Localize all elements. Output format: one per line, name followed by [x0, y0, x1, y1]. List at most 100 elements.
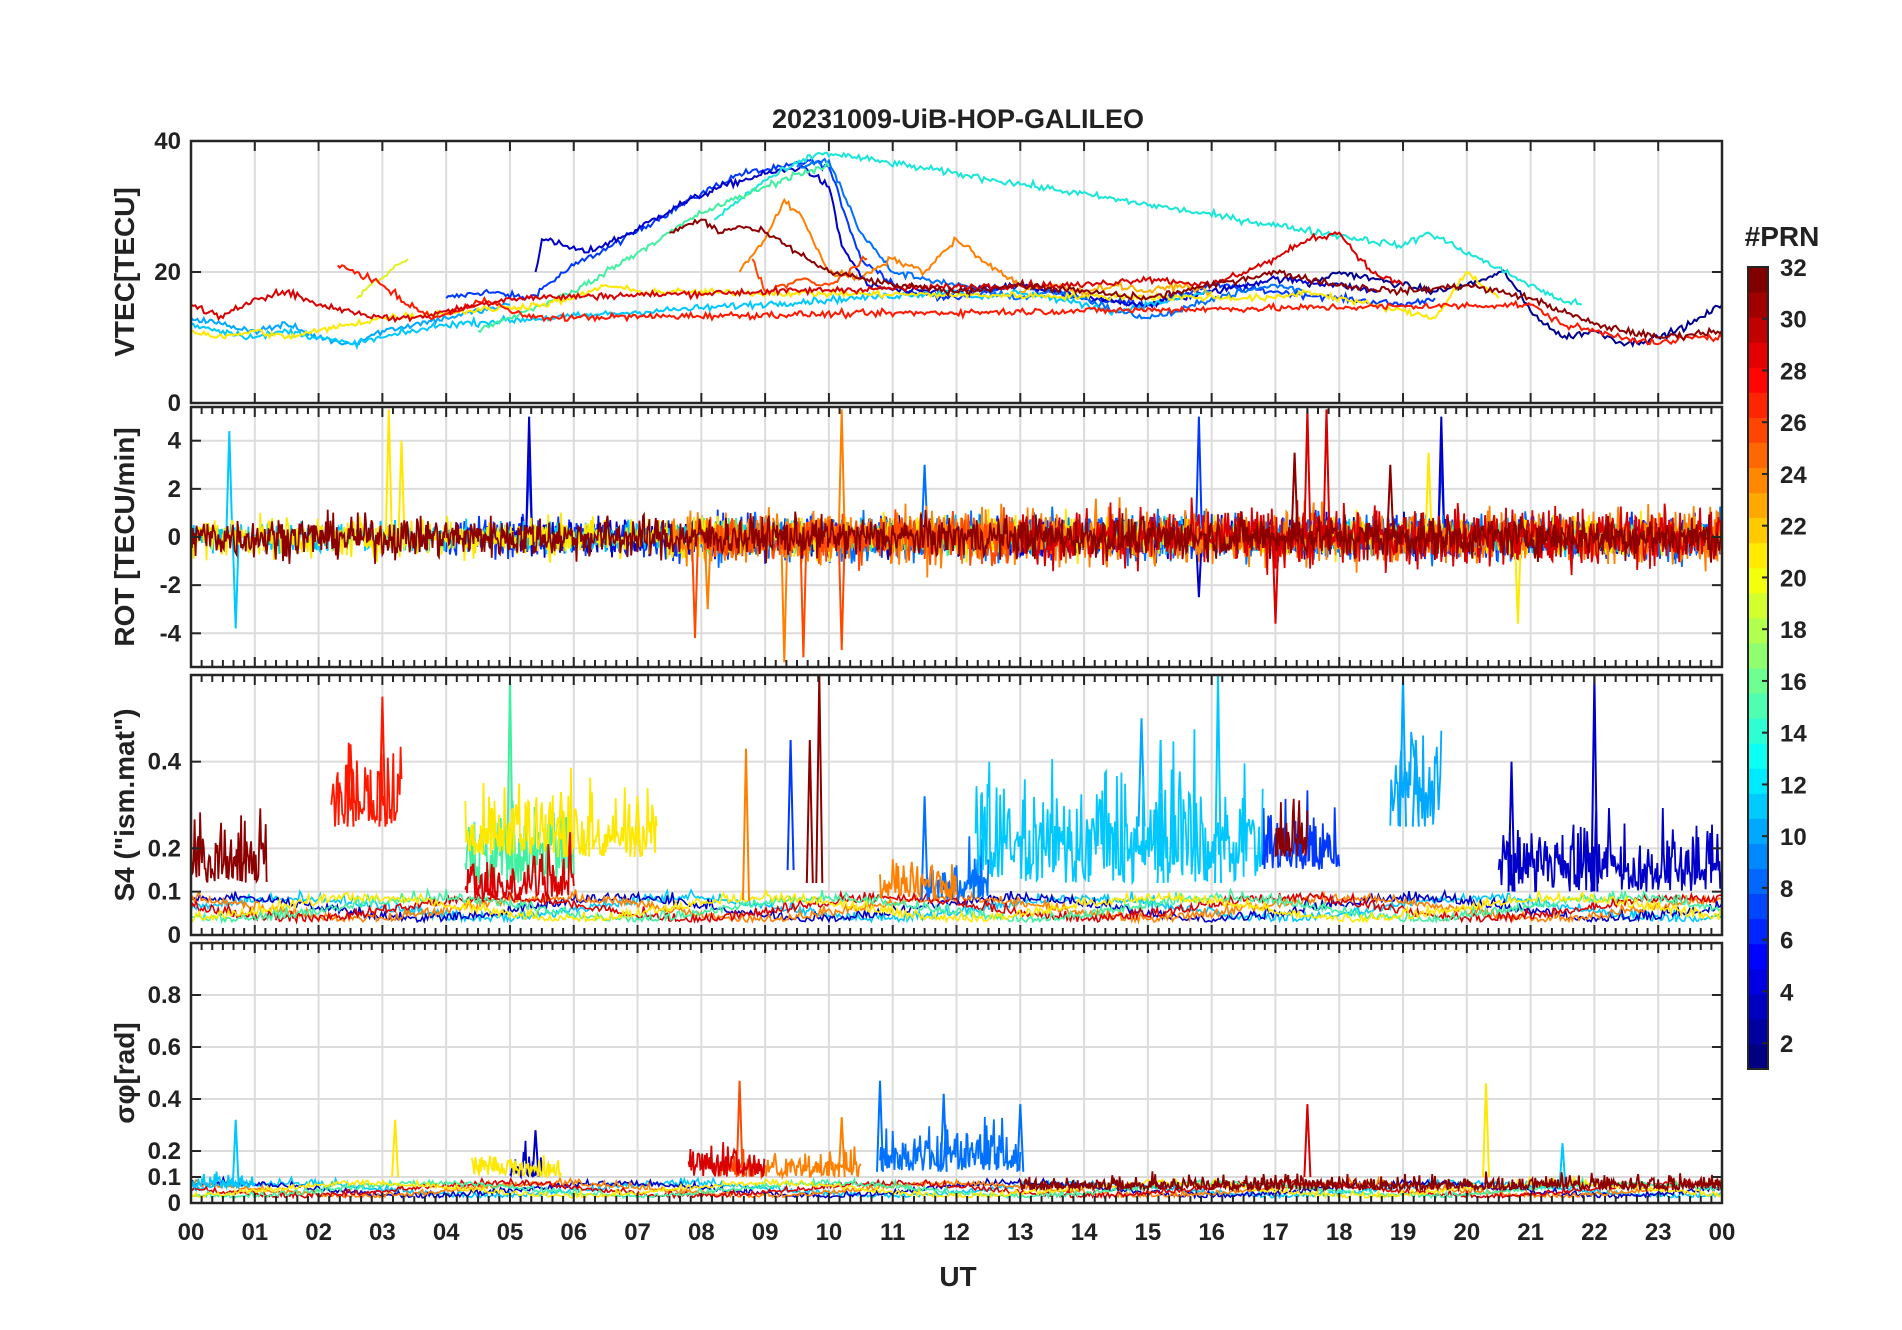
series-spike-prn-8 — [920, 796, 929, 901]
series-spike-prn-10 — [1399, 675, 1407, 827]
y-axis-title-sigma: σφ[rad] — [109, 1022, 140, 1123]
colorbar-segment — [1748, 642, 1768, 669]
colorbar-tick-label: 8 — [1780, 876, 1793, 903]
series-line-prn-19 — [356, 258, 409, 299]
series-spike-prn-12 — [231, 1119, 240, 1188]
colorbar-segment — [1748, 693, 1768, 719]
series-line-prn-1 — [1306, 269, 1722, 349]
colorbar-segment — [1748, 968, 1768, 995]
x-tick-label: 17 — [1262, 1219, 1289, 1246]
x-tick-label: 16 — [1198, 1219, 1225, 1246]
series-spike-prn-26 — [735, 1080, 744, 1178]
colorbar-segment — [1748, 367, 1768, 393]
x-tick-label: 10 — [816, 1219, 843, 1246]
series-line-prn-32 — [1019, 1171, 1722, 1193]
series-spike-prn-20 — [384, 409, 393, 538]
colorbar-segment — [1748, 1018, 1768, 1045]
series-line-prn-12 — [191, 288, 1213, 351]
series-line-prn-24 — [764, 1146, 862, 1181]
series-line-prn-30 — [687, 1142, 766, 1178]
y-tick-label-rot: 2 — [168, 476, 181, 503]
series-line-prn-14 — [713, 151, 1583, 306]
colorbar-tick-label: 6 — [1780, 928, 1793, 955]
series-spike-prn-20 — [1513, 536, 1522, 624]
x-tick-label: 04 — [433, 1219, 460, 1246]
panel-rot: -4 -2 0 2 4 ROT [TECU/min] — [109, 405, 1724, 669]
x-tick-label: 02 — [305, 1219, 332, 1246]
colorbar-tick-label: 26 — [1780, 410, 1807, 437]
x-tick-label: 03 — [369, 1219, 396, 1246]
colorbar-segment — [1748, 492, 1768, 519]
colorbar-segment — [1748, 818, 1768, 844]
y-tick-label-rot: 0 — [168, 524, 181, 551]
series-spike-prn-24 — [742, 748, 750, 901]
colorbar-tick-label: 2 — [1780, 1031, 1793, 1058]
series-line-prn-32 — [191, 509, 1722, 564]
colorbar-segment — [1748, 843, 1768, 869]
colorbar-tick-label: 32 — [1780, 255, 1807, 282]
series-spike-prn-24 — [780, 536, 789, 663]
series-line-prn-20 — [464, 767, 658, 857]
y-tick-label-vtec: 20 — [154, 259, 181, 286]
colorbar-segment — [1748, 793, 1768, 819]
colorbar-tick-label: 24 — [1780, 462, 1807, 489]
series-spike-prn-4 — [786, 739, 795, 871]
colorbar-tick-label: 16 — [1780, 669, 1807, 696]
series-spike-prn-20 — [391, 1119, 400, 1178]
x-tick-label: 11 — [880, 1219, 905, 1246]
y-tick-label-sigma: 0.6 — [148, 1034, 181, 1061]
series-spike-prn-20 — [397, 440, 406, 538]
colorbar-segment — [1748, 993, 1768, 1020]
axes-frame-s4 — [189, 673, 1724, 937]
colorbar-tick-label: 20 — [1780, 565, 1807, 592]
series-spike-prn-20 — [1482, 1083, 1490, 1178]
x-tick-label: 18 — [1326, 1219, 1353, 1246]
colorbar-segment — [1748, 417, 1768, 443]
series-spike-prn-2 — [1437, 416, 1446, 538]
colorbar-segment — [1748, 743, 1768, 769]
colorbar-segment — [1748, 668, 1768, 694]
colorbar-segment — [1748, 943, 1768, 970]
series-spike-prn-20 — [557, 791, 565, 858]
series-line-prn-16 — [477, 160, 830, 334]
colorbar-tick-label: 18 — [1780, 617, 1807, 644]
y-tick-label-s4: 0.1 — [148, 879, 181, 906]
x-tick-label: 12 — [943, 1219, 970, 1246]
series-spike-prn-8 — [939, 1093, 948, 1172]
series-spike-prn-26 — [691, 536, 699, 639]
series-line-prn-20 — [470, 1155, 562, 1180]
y-tick-label-vtec: 0 — [168, 390, 181, 417]
y-tick-label-sigma: 0.2 — [148, 1138, 181, 1165]
series-spike-prn-32 — [1290, 452, 1299, 538]
series-line-prn-24 — [738, 197, 1021, 287]
series-spike-prn-2 — [531, 1130, 540, 1178]
colorbar-segment — [1748, 768, 1768, 794]
colorbar-tick-label: 30 — [1780, 307, 1807, 334]
series-line-prn-10 — [1389, 730, 1443, 827]
colorbar-tick-label: 4 — [1780, 979, 1794, 1006]
series-spike-prn-20 — [633, 796, 642, 858]
axes-frame-vtec — [189, 139, 1724, 405]
series-spike-prn-28 — [378, 696, 387, 827]
y-tick-label-sigma: 0 — [168, 1190, 181, 1217]
colorbar-segment — [1748, 292, 1768, 318]
series-floor-s4 — [191, 888, 1722, 924]
series-spike-prn-24 — [703, 536, 712, 610]
series-line-prn-12 — [191, 1171, 256, 1191]
colorbar-segment — [1748, 317, 1768, 343]
series-line-prn-32 — [191, 808, 268, 885]
colorbar-segment — [1748, 567, 1768, 594]
colorbar-segment — [1748, 542, 1768, 569]
series-group-s4 — [191, 675, 1722, 925]
y-tick-label-sigma: 0.1 — [148, 1164, 181, 1191]
x-tick-label: 00 — [178, 1219, 205, 1246]
series-group-vtec — [191, 151, 1722, 351]
series-spike-prn-2 — [1507, 761, 1516, 892]
panel-vtec: 0 20 40 VTEC[TECU] — [109, 128, 1724, 417]
series-line-prn-32 — [1274, 798, 1309, 857]
y-axis-title-s4: S4 ("ism.mat") — [109, 708, 140, 901]
series-spike-prn-26 — [837, 536, 846, 651]
colorbar-segment — [1748, 342, 1768, 368]
series-line-prn-32 — [669, 218, 1722, 341]
